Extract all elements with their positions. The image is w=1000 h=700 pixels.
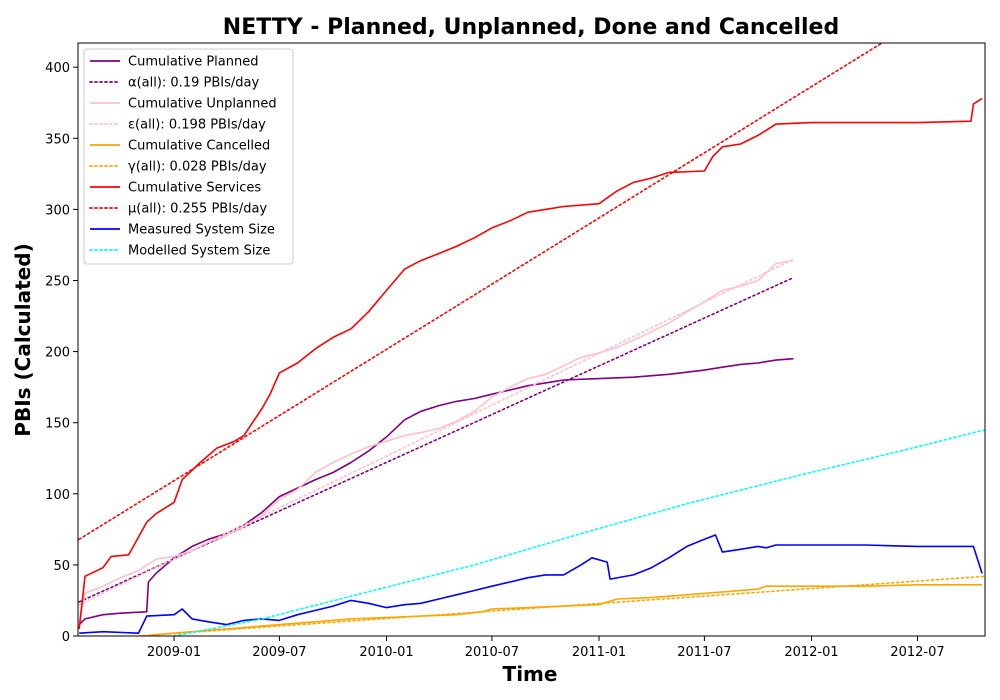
y-tick-label: 250 <box>45 274 70 289</box>
x-tick-label: 2010-07 <box>465 645 519 660</box>
series-layer <box>78 43 985 636</box>
legend-label: ε(all): 0.198 PBIs/day <box>128 118 266 133</box>
ticks-layer: 2009-01 2009-07 2010-01 2010-07 2011-01 2011-… <box>45 61 944 660</box>
y-axis-label: PBIs (Calculated) <box>11 243 35 436</box>
legend-label: μ(all): 0.255 PBIs/day <box>128 202 267 217</box>
y-tick-label: 0 <box>62 630 70 645</box>
y-tick-label: 100 <box>45 488 70 503</box>
legend-label: Cumulative Planned <box>128 55 258 70</box>
legend-label: Measured System Size <box>128 223 275 238</box>
y-tick-label: 150 <box>45 417 70 432</box>
series-line-8 <box>78 43 883 541</box>
x-tick-label: 2009-01 <box>147 645 201 660</box>
legend-label: Cumulative Services <box>128 181 261 196</box>
legend-label: α(all): 0.19 PBIs/day <box>128 76 259 91</box>
series-line-4 <box>78 258 795 606</box>
x-axis-label: Time <box>503 662 558 686</box>
series-line-6 <box>137 575 985 636</box>
x-tick-label: 2012-01 <box>784 645 838 660</box>
x-tick-label: 2011-01 <box>572 645 626 660</box>
series-line-10 <box>173 429 985 636</box>
y-tick-label: 350 <box>45 132 70 147</box>
legend-label: Cumulative Unplanned <box>128 97 277 112</box>
legend-box <box>83 48 294 265</box>
series-line-5 <box>146 584 983 636</box>
legend-label: Cumulative Cancelled <box>128 139 270 154</box>
plot-frame <box>77 42 986 637</box>
y-tick-label: 400 <box>45 61 70 76</box>
x-tick-label: 2011-07 <box>677 645 731 660</box>
legend-label: Modelled System Size <box>128 244 270 259</box>
legend-label: γ(all): 0.028 PBIs/day <box>128 160 267 175</box>
y-tick-label: 200 <box>45 346 70 361</box>
x-tick-label: 2012-07 <box>890 645 944 660</box>
series-line-1 <box>78 357 794 626</box>
x-tick-label: 2010-01 <box>359 645 413 660</box>
y-tick-label: 50 <box>53 559 70 574</box>
x-tick-label: 2009-07 <box>252 645 306 660</box>
series-line-9 <box>79 534 983 634</box>
chart-title: NETTY - Planned, Unplanned, Done and Can… <box>223 15 839 40</box>
legend: Cumulative Planned α(all): 0.19 PBIs/day C… <box>83 48 294 265</box>
series-line-7 <box>78 97 983 629</box>
y-tick-label: 300 <box>45 203 70 218</box>
